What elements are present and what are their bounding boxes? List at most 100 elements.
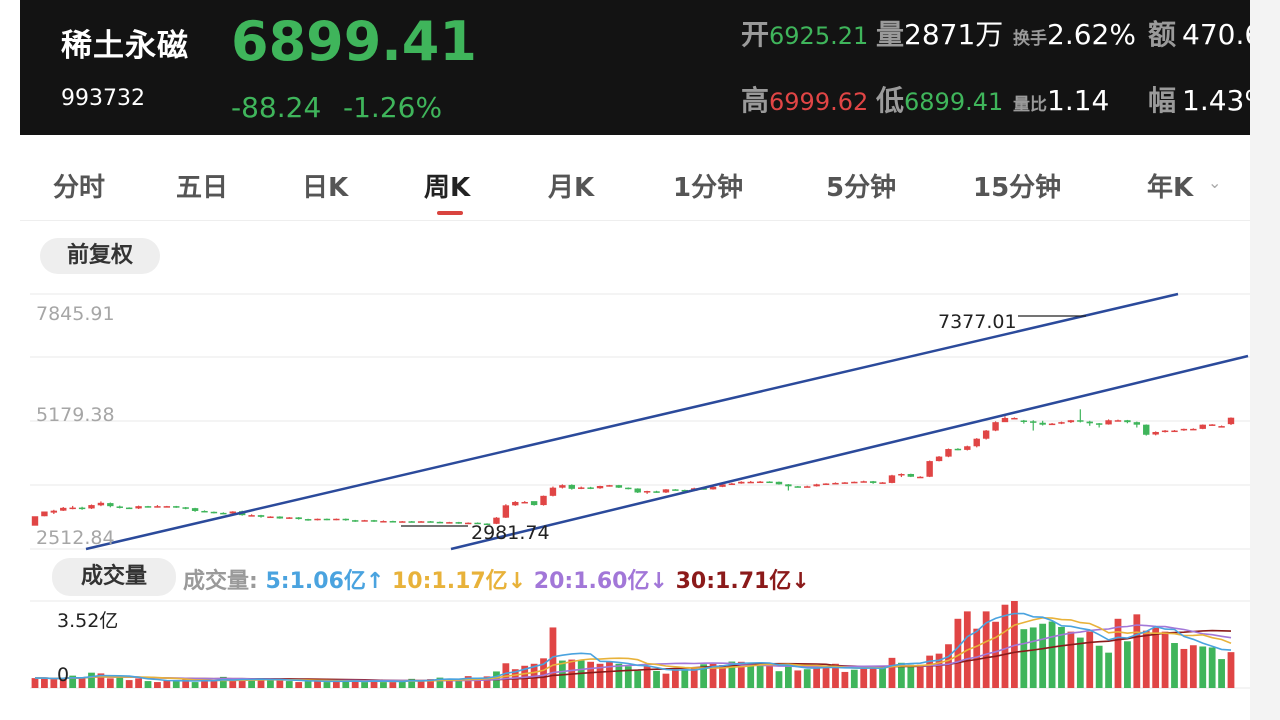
volume-bar (1180, 648, 1188, 688)
candle (1227, 417, 1235, 425)
tab-15min[interactable]: 15分钟 (973, 173, 1062, 203)
candle (210, 511, 218, 514)
candle (709, 486, 717, 490)
volume-bar (662, 673, 670, 688)
volume-bar (201, 680, 208, 688)
stat-amplitude: 幅1.43% (1148, 84, 1250, 117)
candle (1086, 421, 1093, 424)
volume-bar (1171, 643, 1178, 688)
candle (860, 481, 867, 483)
volume-bar (577, 660, 585, 688)
volume-bar (276, 680, 284, 688)
tab-yearly[interactable]: 年K (1147, 173, 1194, 203)
candle (323, 518, 331, 521)
candle (1077, 420, 1084, 422)
tab-five-day[interactable]: 五日 (176, 173, 229, 203)
candle (248, 515, 255, 517)
volume-bar (191, 682, 199, 688)
price-change-pct: -1.26% (343, 91, 443, 124)
candle (728, 483, 736, 485)
volume-bar (813, 666, 821, 688)
candle (775, 481, 783, 485)
volume-bar (257, 678, 265, 688)
volume-bar (41, 678, 48, 688)
candle (342, 518, 349, 521)
volume-bar (417, 680, 425, 688)
volume-bar (182, 679, 190, 688)
tab-1min[interactable]: 1分钟 (673, 173, 744, 203)
volume-bar (1001, 604, 1009, 688)
volume-bar (587, 661, 595, 688)
candle (1095, 423, 1103, 425)
volume-bar (794, 670, 802, 688)
volume-bar (219, 676, 227, 688)
candle (869, 481, 877, 483)
volume-bar (135, 678, 142, 688)
candle (1030, 421, 1037, 423)
tab-daily[interactable]: 日K (302, 173, 349, 203)
candle (982, 430, 990, 439)
stat-low: 低6899.41 (876, 84, 1004, 117)
ma5-value: 5:1.06亿↑ (265, 569, 385, 594)
candle (78, 507, 86, 510)
price-annotations (401, 315, 1086, 527)
candle (389, 521, 397, 523)
volume-bar (238, 679, 246, 688)
volume-bar (427, 679, 434, 688)
active-tab-indicator (437, 211, 463, 215)
candle (822, 483, 830, 485)
stat-volume: 量2871万 (876, 18, 1004, 51)
volume-bar (78, 678, 86, 688)
candle (107, 503, 114, 507)
volume-bar (982, 611, 990, 688)
volume-bar (455, 679, 463, 688)
volume-bar (31, 678, 39, 688)
candle (464, 522, 472, 525)
volume-bar (436, 677, 444, 688)
candle (1208, 424, 1216, 426)
volume-indicator-button[interactable]: 成交量 (52, 558, 176, 596)
volume-bar (992, 621, 999, 688)
adjust-button[interactable]: 前复权 (40, 238, 160, 274)
candle (201, 510, 208, 513)
candle (1152, 431, 1159, 435)
candle (596, 486, 604, 489)
candle (1067, 420, 1075, 423)
volume-bar (728, 661, 736, 688)
candle (643, 491, 651, 493)
volume-bar (1076, 637, 1084, 688)
candle (220, 512, 227, 515)
candle (135, 506, 142, 509)
candle (804, 486, 811, 488)
tab-5min[interactable]: 5分钟 (826, 173, 897, 203)
tab-minute[interactable]: 分时 (53, 173, 106, 203)
volume-bar (380, 682, 387, 688)
candle (125, 507, 133, 510)
tab-monthly[interactable]: 月K (548, 173, 595, 203)
tab-weekly[interactable]: 周K (424, 173, 471, 203)
volume-bar (59, 677, 67, 688)
candle (69, 507, 76, 510)
ma10-value: 10:1.17亿↓ (391, 569, 527, 594)
candle (945, 449, 952, 457)
candle (31, 516, 39, 526)
volume-bar (398, 680, 406, 688)
candle (361, 520, 368, 522)
candle (116, 506, 123, 508)
candle (512, 501, 519, 506)
volume-bar (747, 662, 755, 688)
volume-bar (926, 655, 934, 688)
stock-name: 稀土永磁 (61, 28, 189, 64)
chevron-down-icon[interactable]: ⌄ (1208, 173, 1222, 192)
ma30-value: 30:1.71亿↓ (675, 569, 810, 594)
candle (60, 507, 67, 511)
candle (182, 507, 189, 509)
volume-bar (483, 676, 491, 688)
y-axis-min: 2512.84 (36, 527, 115, 549)
candle (417, 521, 425, 523)
volume-bar (850, 669, 858, 688)
candles (31, 409, 1235, 526)
candle (879, 482, 886, 484)
volume-bar (822, 667, 830, 688)
